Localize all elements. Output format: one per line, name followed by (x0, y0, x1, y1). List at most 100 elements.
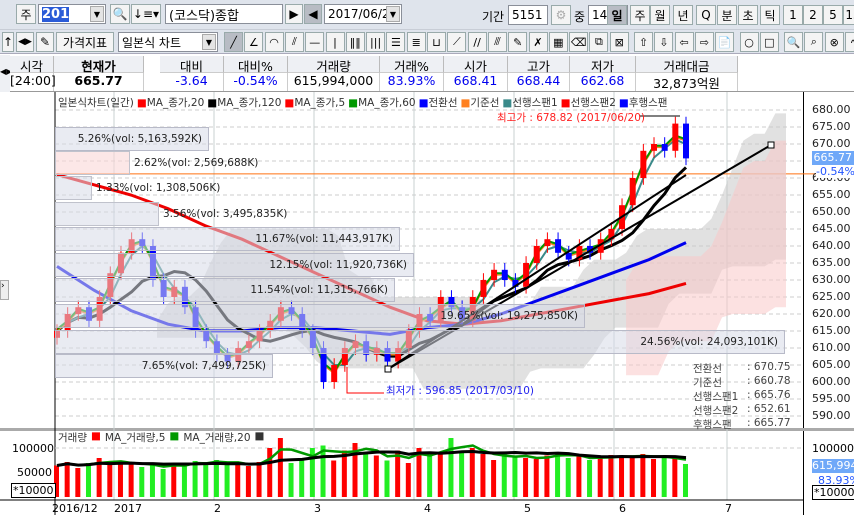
prev-icon[interactable]: ◀ (304, 4, 322, 24)
chevron-down-icon[interactable]: ▼ (202, 34, 216, 50)
interval-tab[interactable]: 월 (650, 5, 670, 25)
pane-divider[interactable] (0, 428, 854, 431)
column-header: 거래대금 (636, 56, 738, 74)
price-tick: 590.00 (812, 409, 851, 422)
volume-bar (459, 450, 465, 497)
candle-zoom-icon[interactable]: ⌕ (804, 32, 824, 52)
volume-unit: *10000 (11, 483, 56, 498)
interval-tab[interactable]: 년 (673, 5, 693, 25)
circle-icon[interactable]: ○ (739, 32, 759, 52)
legend-item: 선행스팬2 (570, 97, 616, 109)
arrow-up-icon[interactable]: ⇧ (634, 32, 653, 52)
low-arrow (346, 367, 384, 394)
quote-value: 615,994,000 (288, 73, 380, 91)
angle-icon[interactable]: ∠ (244, 32, 264, 52)
wave-icon[interactable]: ∿ (845, 32, 854, 52)
arc-icon[interactable]: ◠ (264, 32, 284, 52)
zoom-icon[interactable]: 🔍 (784, 32, 804, 52)
interval-tab[interactable]: Q (696, 5, 716, 25)
next-icon[interactable]: ▶ (285, 4, 303, 24)
column-header: 고가 (508, 56, 570, 74)
date-input[interactable]: 2017/06/21 ▼ (324, 4, 402, 24)
volume-bar (320, 445, 326, 497)
price-tick: 635.00 (812, 256, 851, 269)
interval-tab[interactable]: 일 (607, 5, 627, 25)
ichimoku-value: : 670.75 (747, 361, 791, 373)
vertical-line-icon[interactable]: | (325, 32, 345, 52)
candle (597, 239, 604, 253)
list-icon[interactable]: ≣ (406, 32, 426, 52)
memo-icon[interactable]: 📄 (715, 32, 735, 52)
volume-profile-bar: 11.67%(vol: 11,443,917K) (55, 227, 400, 251)
code-input[interactable]: 201 ▼ (38, 4, 106, 24)
volume-bar (651, 459, 657, 497)
arrow-right-icon[interactable]: ⇨ (694, 32, 714, 52)
trendline-handle[interactable] (767, 141, 775, 149)
table-icon[interactable]: ☰ (386, 32, 406, 52)
x-axis-label: 6 (619, 502, 626, 515)
volume-bar (597, 457, 603, 497)
expand-left-icon[interactable]: › (0, 280, 9, 300)
stock-name-field[interactable]: (코스닥)종합 (165, 4, 283, 24)
price-tick: 650.00 (812, 205, 851, 218)
fan-icon[interactable]: ⫽ (284, 32, 304, 52)
quote-value: 668.44 (508, 73, 570, 91)
price-tick: 595.00 (812, 392, 851, 405)
ichimoku-cloud-bull (626, 140, 786, 376)
price-tick: 655.00 (812, 188, 851, 201)
edit-icon[interactable]: ✎ (36, 32, 54, 52)
collapse-icon[interactable]: ◀▶ (0, 55, 12, 92)
channel-icon[interactable]: ⫻ (487, 32, 507, 52)
chevron-down-icon[interactable]: ▼ (90, 6, 104, 22)
eraser-icon[interactable]: ⌫ (569, 32, 589, 52)
color-palette-icon[interactable]: ▦ (548, 32, 568, 52)
square-icon[interactable]: □ (759, 32, 779, 52)
sort-icon[interactable]: ↓≡▾ (131, 4, 161, 24)
arrow-down-icon[interactable]: ⇩ (654, 32, 674, 52)
interval-tab[interactable]: 5 (823, 5, 843, 25)
indicator-button[interactable]: 가격지표 (56, 32, 114, 52)
candle (501, 269, 508, 280)
column-header: 대비% (224, 56, 288, 74)
interval-tab[interactable]: 2 (803, 5, 823, 25)
search-icon[interactable]: 🔍 (110, 4, 130, 24)
candle (661, 144, 668, 151)
parallel-lines-icon[interactable]: // (467, 32, 487, 52)
chart-type-select[interactable]: 일본식 차트 ▼ (118, 32, 218, 52)
horizontal-line-icon[interactable]: — (305, 32, 325, 52)
candle (395, 348, 402, 362)
volume-bar (107, 465, 113, 497)
interval-tab[interactable]: 틱 (760, 5, 780, 25)
trendline-handle[interactable] (384, 365, 392, 373)
interval-tab[interactable]: 1 (783, 5, 803, 25)
column-header: 대비 (160, 56, 224, 74)
legend-swatch: ■ (460, 97, 471, 109)
price-tick: 680.00 (812, 103, 851, 116)
dense-grid-icon[interactable]: ||| (366, 32, 386, 52)
expand-icon[interactable]: ◀▶ (16, 32, 34, 52)
volume-profile-bar: 3.56%(vol: 3,495,835K) (163, 208, 288, 220)
x-axis-label: 4 (424, 502, 431, 515)
settings-icon[interactable]: ⚙ (551, 5, 571, 25)
interval-tab[interactable]: 주 (630, 5, 650, 25)
arrow-up-icon[interactable]: ↑ (2, 32, 14, 52)
pencil-icon[interactable]: ✎ (508, 32, 528, 52)
period-icon[interactable]: ⊔ (427, 32, 446, 52)
edit-box-icon[interactable]: ⧉ (589, 32, 609, 52)
candle (341, 348, 348, 365)
reset-zoom-icon[interactable]: ⊗ (824, 32, 844, 52)
segment-icon[interactable]: ⟋ (447, 32, 467, 52)
price-tick: 600.00 (812, 375, 851, 388)
eraser-cross-icon[interactable]: ✗ (528, 32, 548, 52)
delete-box-icon[interactable]: ⊠ (609, 32, 629, 52)
arrow-left-icon[interactable]: ⇦ (674, 32, 694, 52)
period-input[interactable]: 5151 (508, 5, 548, 25)
interval-tab[interactable]: 15 (843, 5, 854, 25)
trendline-icon[interactable]: ╱ (224, 32, 243, 52)
period-type-button[interactable]: 주 (16, 4, 36, 24)
interval-tab[interactable]: 분 (717, 5, 737, 25)
volume-legend-label: 거래량 (58, 432, 87, 444)
grid-lines-icon[interactable]: ‖‖ (345, 32, 365, 52)
interval-tab[interactable]: 초 (738, 5, 758, 25)
chevron-down-icon[interactable]: ▼ (386, 6, 400, 22)
